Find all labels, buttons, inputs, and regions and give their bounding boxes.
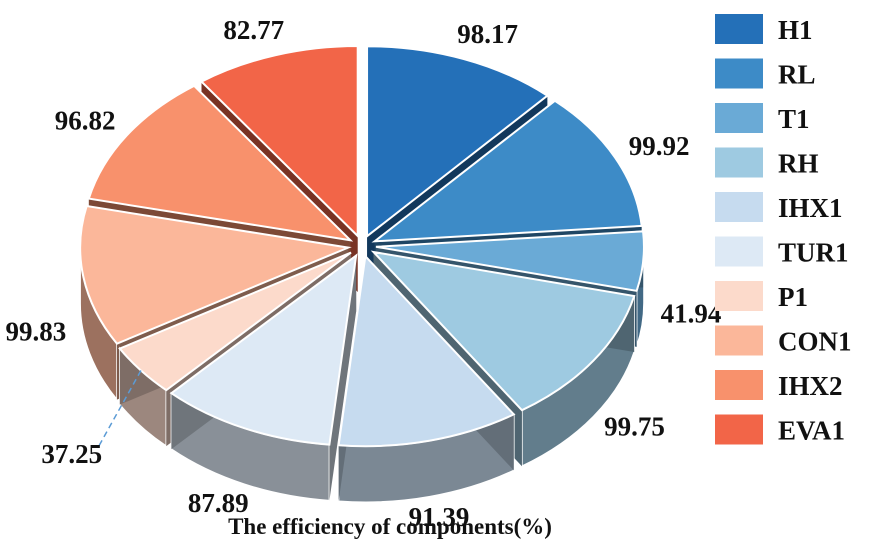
- legend-label-p1: P1: [778, 282, 808, 312]
- slice-tur1: [169, 253, 358, 446]
- leader-line-p1: [97, 370, 142, 449]
- legend: H1 RL T1 RH IHX1 TUR1 P1 CON1 IHX2 EVA1: [715, 14, 852, 446]
- legend-swatch-p1: [715, 281, 763, 311]
- data-label-eva1: 82.77: [223, 15, 284, 45]
- legend-swatch-tur1: [715, 236, 763, 267]
- slice-rh: [370, 250, 636, 412]
- slice-ihx2: [87, 84, 354, 242]
- leader-lines: [97, 370, 142, 449]
- slice-eva1: [199, 45, 359, 239]
- data-label-h1: 98.17: [457, 19, 518, 49]
- data-label-ihx2: 96.82: [55, 106, 116, 136]
- pie-slices: [79, 45, 645, 448]
- slice-p1: [118, 251, 352, 392]
- slice-h1: [366, 45, 550, 239]
- legend-swatch-ihx2: [715, 370, 763, 400]
- legend-swatch-h1: [715, 14, 763, 44]
- slice-t1: [375, 230, 645, 292]
- data-label-ihx1: 91.39: [409, 502, 470, 532]
- legend-swatch-rh: [715, 147, 763, 178]
- legend-label-rh: RH: [778, 149, 819, 179]
- legend-swatch-eva1: [715, 414, 763, 445]
- legend-label-h1: H1: [778, 15, 813, 45]
- slice-ihx1: [337, 253, 516, 448]
- data-label-t1: 41.94: [661, 299, 722, 329]
- legend-label-ihx2: IHX2: [778, 371, 843, 401]
- slice-wall-tur1: [329, 255, 357, 501]
- data-label-rl: 99.92: [629, 131, 690, 161]
- legend-swatch-rl: [715, 58, 763, 89]
- data-label-rh: 99.75: [604, 411, 665, 441]
- legend-label-ihx1: IHX1: [778, 193, 843, 223]
- legend-label-t1: T1: [778, 104, 810, 134]
- legend-swatch-t1: [715, 103, 763, 133]
- slice-con1: [79, 204, 352, 345]
- data-label-p1: 37.25: [41, 439, 102, 469]
- slice-rl: [371, 99, 643, 243]
- legend-label-eva1: EVA1: [778, 416, 845, 446]
- legend-swatch-ihx1: [715, 192, 763, 222]
- legend-label-rl: RL: [778, 60, 816, 90]
- x-axis-label: The efficiency of components(%): [228, 514, 552, 539]
- legend-label-tur1: TUR1: [778, 238, 849, 268]
- data-label-con1: 99.83: [6, 316, 67, 346]
- data-label-tur1: 87.89: [188, 488, 249, 518]
- legend-label-con1: CON1: [778, 327, 852, 357]
- data-labels: 98.17 99.92 41.94 99.75 91.39 87.89 37.25 99.83…: [6, 15, 722, 532]
- legend-swatch-con1: [715, 325, 763, 356]
